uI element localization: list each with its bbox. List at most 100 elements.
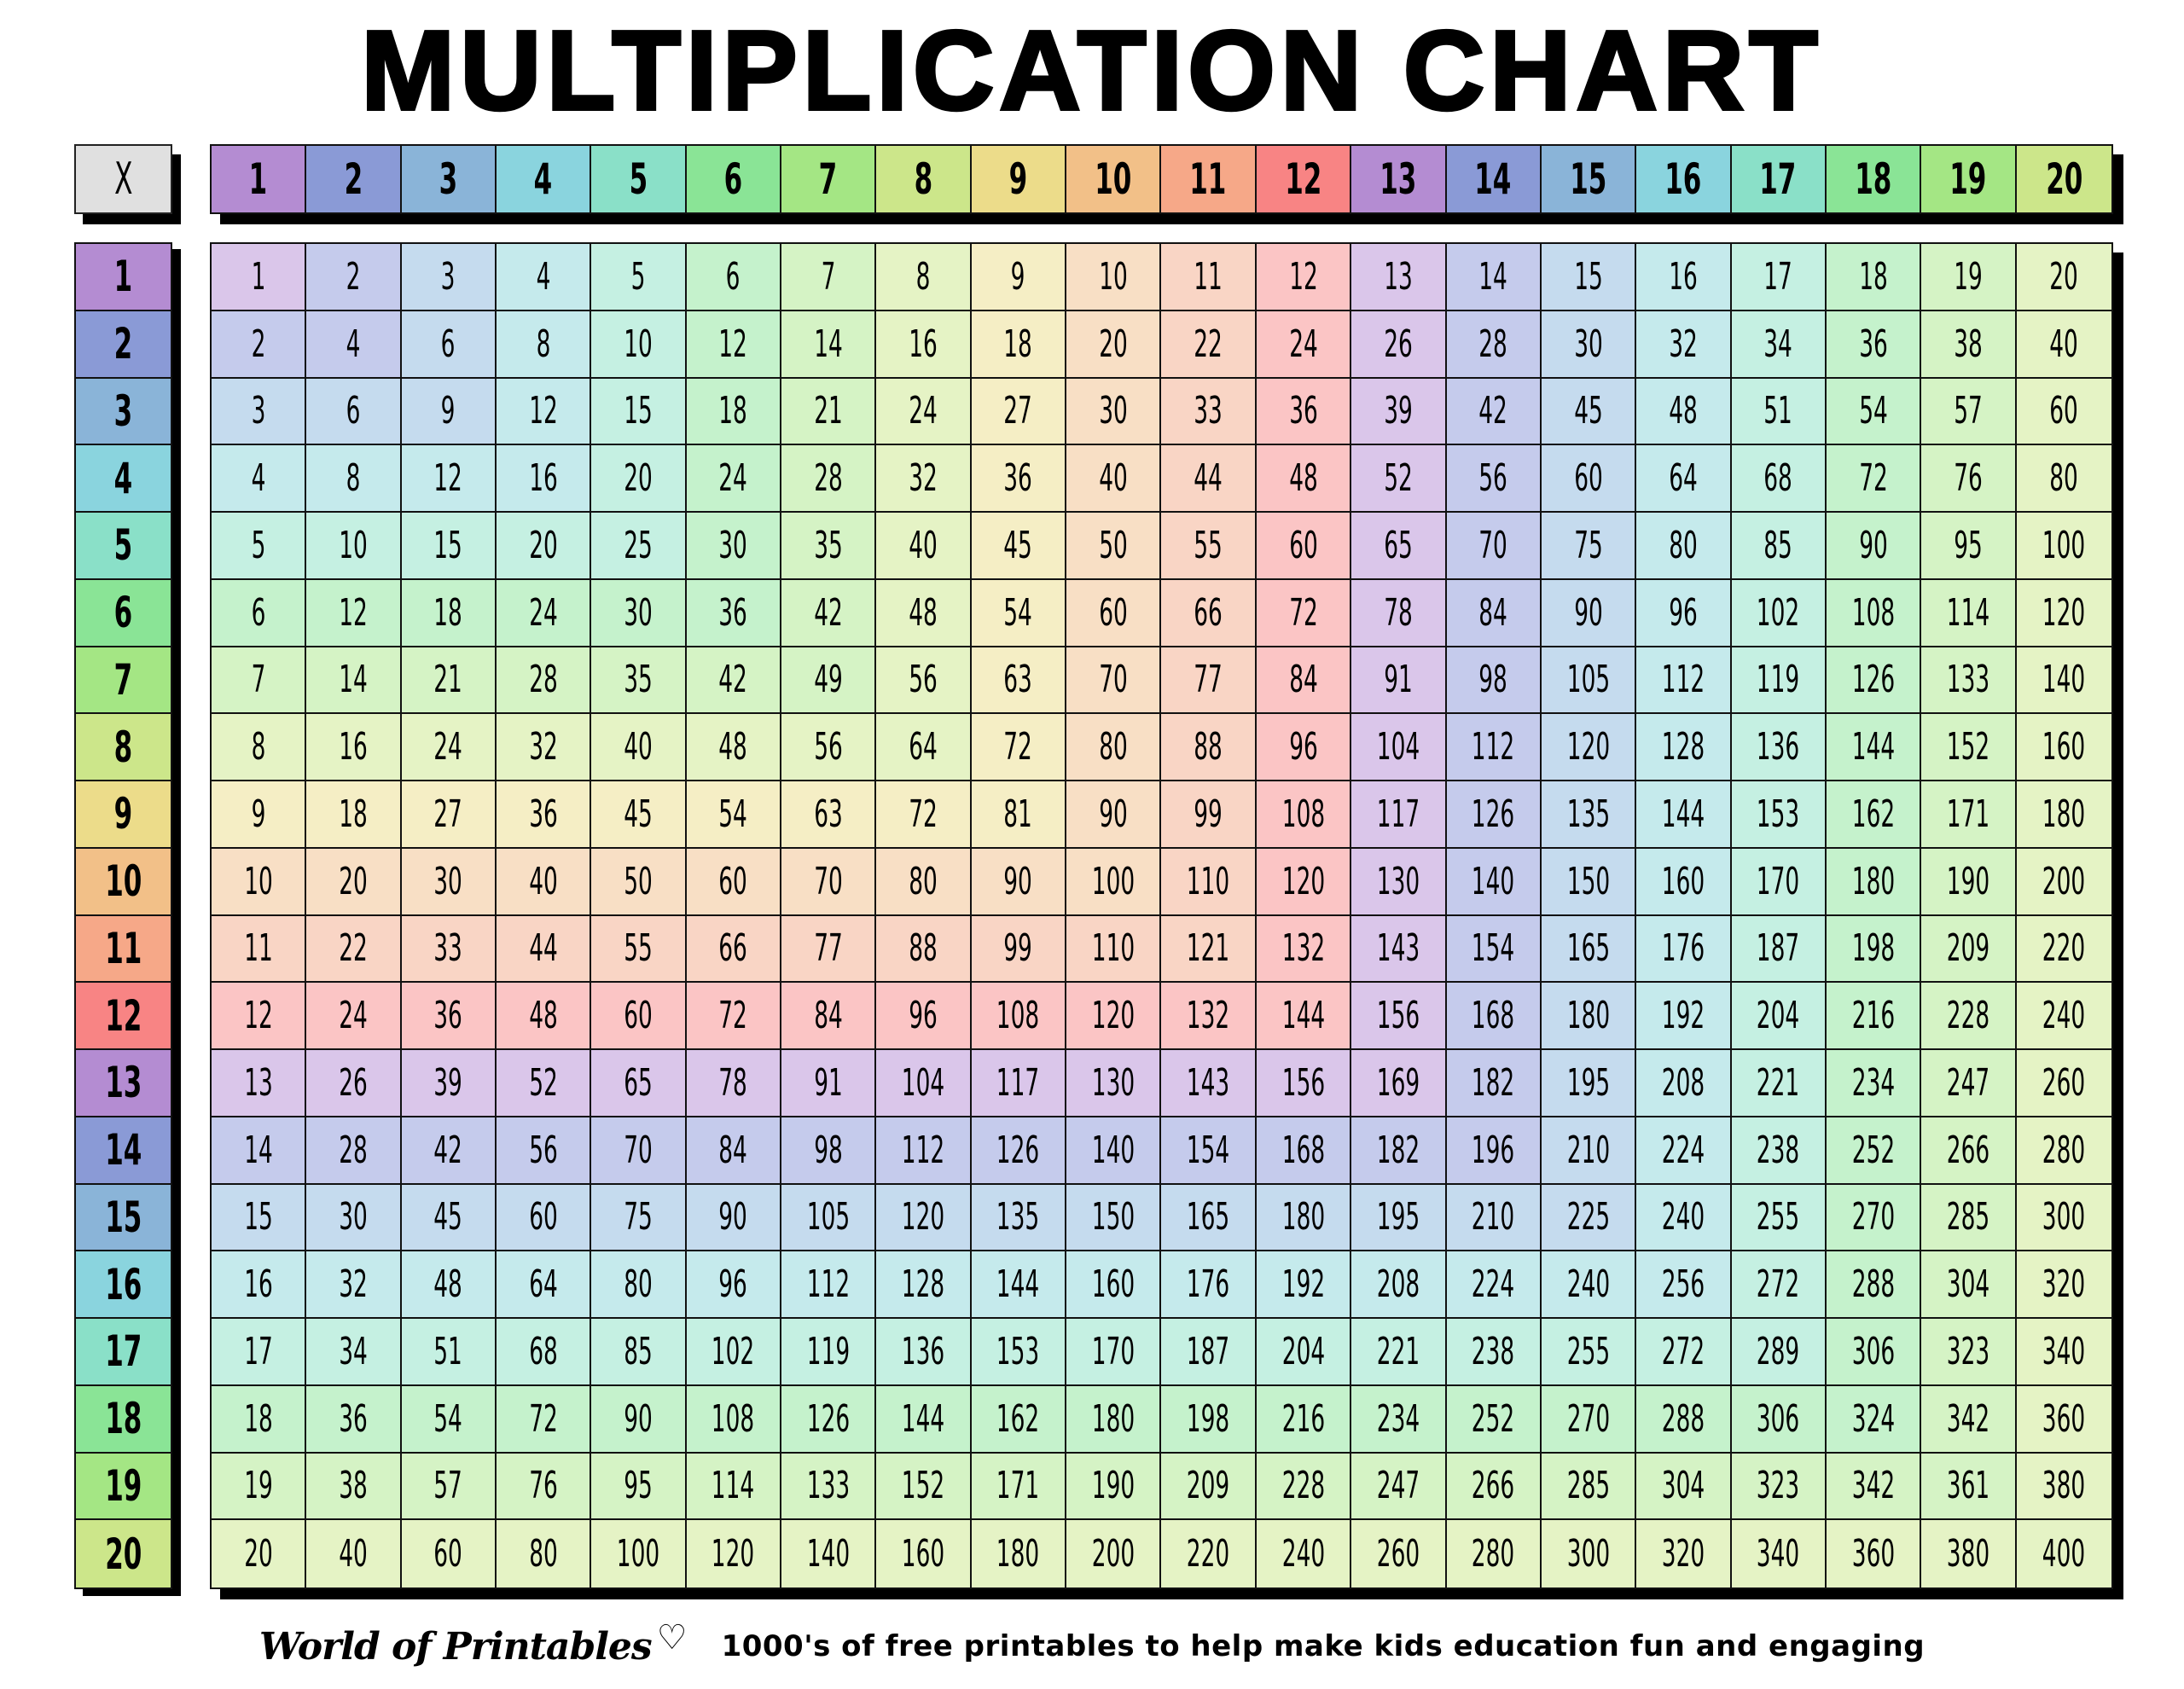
table-cell: 171 — [1921, 781, 2017, 849]
table-cell: 35 — [781, 513, 877, 580]
table-cell: 140 — [1066, 1117, 1162, 1185]
table-cell-value: 72 — [1003, 725, 1033, 769]
table-cell: 80 — [497, 1520, 592, 1587]
table-cell-value: 36 — [1288, 389, 1318, 433]
table-cell: 306 — [1731, 1385, 1827, 1454]
table-cell-value: 25 — [624, 523, 653, 567]
table-cell-value: 216 — [1281, 1396, 1325, 1441]
table-cell-value: 40 — [909, 523, 938, 567]
table-cell-value: 120 — [1281, 859, 1325, 903]
table-cell-value: 140 — [806, 1532, 850, 1576]
table-cell: 30 — [591, 579, 687, 647]
table-cell: 12 — [1256, 244, 1352, 311]
table-cell: 96 — [686, 1251, 782, 1319]
table-cell: 255 — [1541, 1319, 1637, 1386]
table-cell: 10 — [591, 311, 687, 379]
table-cell-value: 323 — [1946, 1329, 1990, 1373]
table-cell-value: 28 — [813, 456, 843, 501]
table-cell-value: 288 — [1851, 1262, 1895, 1307]
table-cell: 17 — [212, 1319, 307, 1386]
row-header-value: 7 — [113, 654, 133, 705]
table-cell: 4 — [497, 244, 592, 311]
table-cell: 78 — [1351, 579, 1447, 647]
table-cell: 220 — [1161, 1520, 1257, 1587]
table-cell-value: 150 — [1091, 1195, 1135, 1239]
table-cell: 18 — [686, 378, 782, 446]
table-cell-value: 280 — [2042, 1128, 2086, 1172]
table-cell-value: 169 — [1376, 1060, 1420, 1105]
table-cell-value: 10 — [243, 859, 273, 903]
table-cell-value: 12 — [243, 994, 273, 1038]
table-cell-value: 30 — [433, 859, 463, 903]
table-cell-value: 108 — [996, 994, 1040, 1038]
table-cell-value: 190 — [1946, 859, 1990, 903]
table-cell-value: 48 — [433, 1262, 463, 1307]
row-header-value: 20 — [104, 1529, 142, 1579]
table-cell: 36 — [497, 781, 592, 849]
table-cell-value: 36 — [528, 792, 558, 836]
table-cell: 204 — [1731, 983, 1827, 1050]
table-cell-value: 90 — [1003, 859, 1033, 903]
table-cell-value: 26 — [1384, 322, 1413, 366]
table-cell: 12 — [306, 579, 402, 647]
table-cell-value: 126 — [1472, 792, 1515, 836]
table-cell-value: 9 — [1011, 254, 1025, 299]
table-cell: 120 — [2016, 579, 2111, 647]
table-cell-value: 128 — [1661, 725, 1705, 769]
table-cell: 272 — [1636, 1319, 1732, 1386]
table-cell-value: 52 — [528, 1060, 558, 1105]
table-cell: 36 — [1826, 311, 1922, 379]
table-cell-value: 8 — [915, 254, 931, 299]
table-cell-value: 75 — [624, 1195, 653, 1239]
table-cell: 24 — [401, 714, 497, 781]
column-header: 11 — [1161, 146, 1257, 212]
table-cell-value: 6 — [346, 389, 361, 433]
table-cell-value: 88 — [909, 926, 938, 971]
table-cell-value: 11 — [1194, 254, 1223, 299]
table-cell-value: 95 — [624, 1464, 653, 1508]
table-cell-value: 42 — [813, 590, 843, 635]
table-cell: 162 — [1826, 781, 1922, 849]
table-cell-value: 11 — [243, 926, 273, 971]
table-cell: 252 — [1446, 1385, 1542, 1454]
table-cell-value: 35 — [624, 658, 653, 702]
table-cell-value: 210 — [1566, 1128, 1610, 1172]
table-cell-value: 51 — [1763, 389, 1793, 433]
table-cell-value: 60 — [1288, 523, 1318, 567]
table-cell-value: 63 — [1003, 658, 1033, 702]
column-header-value: 13 — [1380, 154, 1417, 204]
table-cell-value: 288 — [1661, 1396, 1705, 1441]
table-cell-value: 40 — [624, 725, 653, 769]
table-cell-value: 30 — [718, 523, 748, 567]
table-cell: 126 — [1826, 647, 1922, 715]
table-cell: 34 — [1731, 311, 1827, 379]
table-cell-value: 54 — [1858, 389, 1888, 433]
table-cell-value: 78 — [1384, 590, 1413, 635]
row-header: 17 — [76, 1319, 171, 1386]
table-cell-value: 27 — [1003, 389, 1033, 433]
table-cell: 9 — [212, 781, 307, 849]
table-cell: 192 — [1256, 1251, 1352, 1319]
table-cell: 11 — [1161, 244, 1257, 311]
table-cell: 15 — [401, 513, 497, 580]
table-cell-value: 340 — [1757, 1532, 1800, 1576]
table-cell-value: 6 — [251, 590, 266, 635]
table-cell: 112 — [1446, 714, 1542, 781]
table-cell-value: 182 — [1376, 1128, 1420, 1172]
table-cell-value: 16 — [243, 1262, 273, 1307]
table-cell-value: 156 — [1376, 994, 1420, 1038]
table-cell: 152 — [876, 1453, 972, 1521]
table-cell: 56 — [497, 1117, 592, 1185]
table-cell: 130 — [1351, 848, 1447, 916]
table-cell: 180 — [1541, 983, 1637, 1050]
row-header: 20 — [76, 1520, 171, 1587]
table-cell-value: 24 — [718, 456, 748, 501]
table-cell-value: 28 — [528, 658, 558, 702]
column-header-value: 1 — [248, 154, 268, 204]
table-cell-value: 340 — [2042, 1329, 2086, 1373]
table-cell: 60 — [2016, 378, 2111, 446]
table-cell-value: 143 — [1376, 926, 1420, 971]
column-header-value: 19 — [1949, 154, 1987, 204]
table-cell: 26 — [1351, 311, 1447, 379]
table-cell: 20 — [306, 848, 402, 916]
